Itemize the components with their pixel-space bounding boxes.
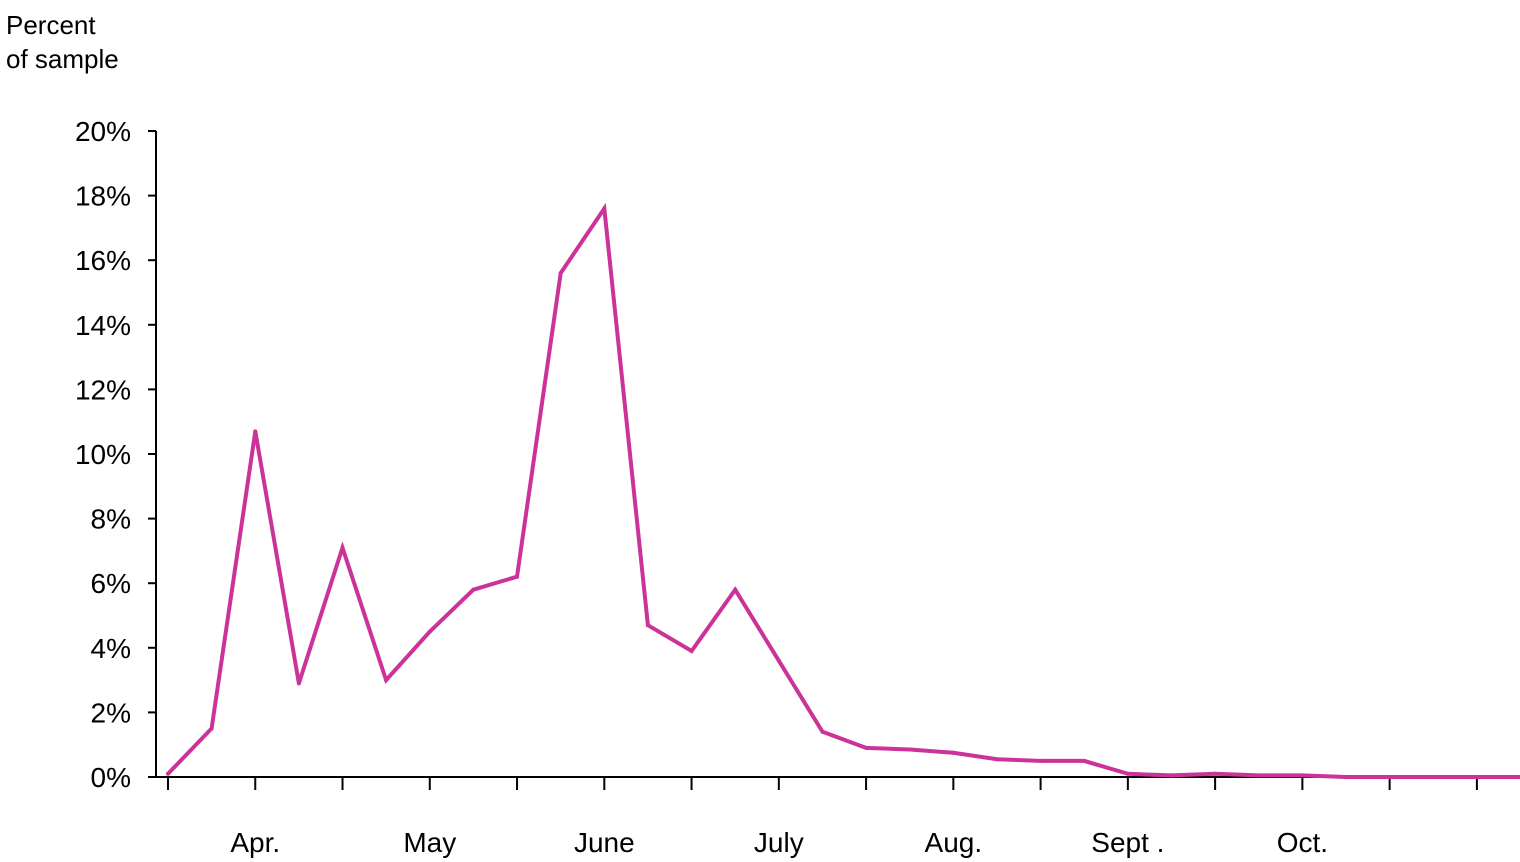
x-tick-label: July xyxy=(754,827,804,858)
y-tick-label: 20% xyxy=(75,116,131,147)
y-axis-title-line1: Percent xyxy=(6,10,96,40)
y-tick-label: 14% xyxy=(75,310,131,341)
data-point xyxy=(253,429,258,434)
data-point xyxy=(166,771,170,776)
y-axis-title: Percent of sample xyxy=(6,8,119,76)
data-point xyxy=(820,729,825,734)
y-tick-label: 0% xyxy=(91,762,131,793)
data-point xyxy=(1125,771,1130,776)
y-tick-label: 10% xyxy=(75,439,131,470)
y-tick-label: 2% xyxy=(91,697,131,728)
data-point xyxy=(1387,775,1392,779)
x-tick-label: June xyxy=(574,827,635,858)
data-point xyxy=(689,649,694,654)
y-tick-label: 8% xyxy=(91,504,131,535)
data-point xyxy=(1169,773,1174,778)
x-tick-label: Sept . xyxy=(1091,827,1164,858)
data-point xyxy=(907,747,912,752)
data-point xyxy=(951,750,956,755)
series-line xyxy=(166,202,1520,779)
data-point xyxy=(645,623,650,628)
data-point xyxy=(209,726,214,731)
x-tick-label: May xyxy=(403,827,456,858)
data-point xyxy=(340,545,345,550)
data-point xyxy=(296,681,301,686)
data-point xyxy=(1431,775,1436,779)
data-point xyxy=(776,658,781,663)
data-point xyxy=(864,745,869,750)
data-point xyxy=(384,678,389,683)
data-point xyxy=(558,271,563,276)
data-point xyxy=(994,757,999,762)
data-point xyxy=(1344,775,1349,779)
y-axis-title-line2: of sample xyxy=(6,44,119,74)
data-point xyxy=(1256,773,1261,778)
y-tick-label: 4% xyxy=(91,633,131,664)
data-point xyxy=(1213,771,1218,776)
x-tick-label: Oct. xyxy=(1277,827,1328,858)
data-point xyxy=(515,574,520,579)
data-point xyxy=(1082,758,1087,763)
y-tick-label: 6% xyxy=(91,568,131,599)
x-tick-label: Aug. xyxy=(925,827,983,858)
data-point xyxy=(602,206,607,211)
data-point xyxy=(733,587,738,592)
y-tick-label: 12% xyxy=(75,374,131,405)
y-tick-label: 18% xyxy=(75,181,131,212)
x-tick-label: Apr. xyxy=(230,827,280,858)
y-tick-label: 16% xyxy=(75,245,131,276)
data-point xyxy=(1300,773,1305,778)
data-point xyxy=(1038,758,1043,763)
data-point xyxy=(1474,775,1479,779)
data-point xyxy=(471,587,476,592)
data-point xyxy=(427,629,432,634)
